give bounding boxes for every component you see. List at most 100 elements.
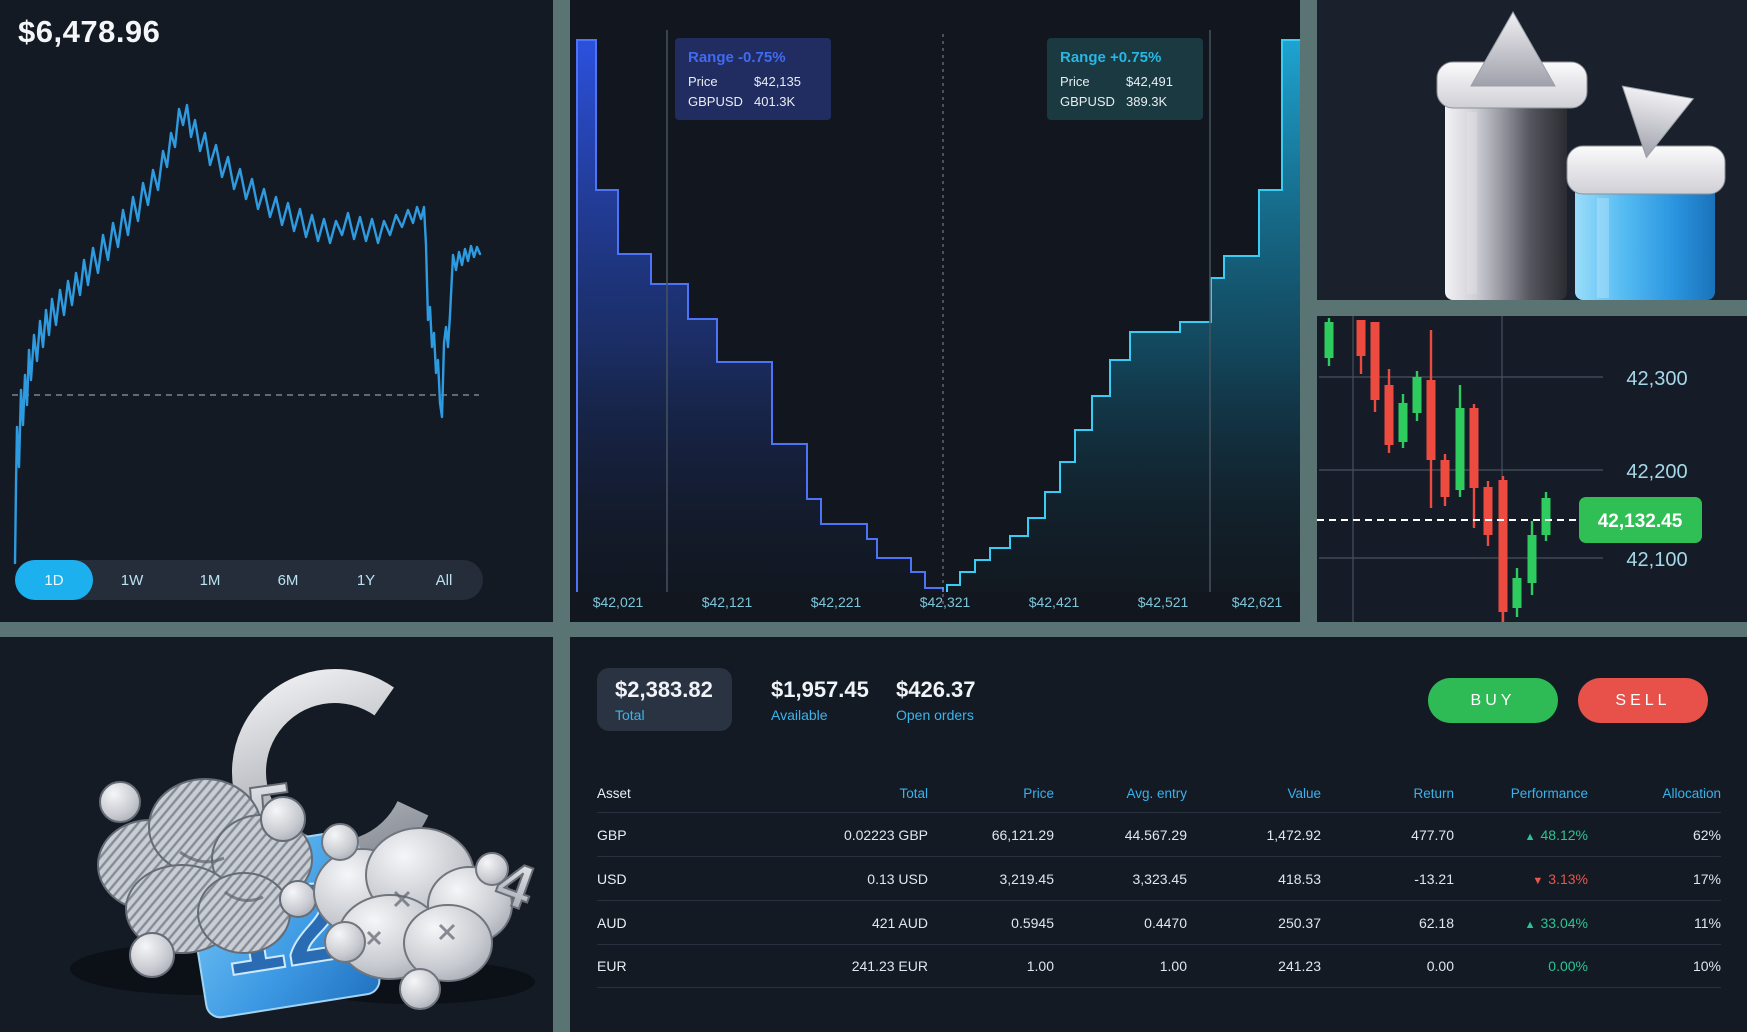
- arrow-down-icon: [1621, 85, 1695, 159]
- cell-avg-entry: 44.567.29: [1124, 826, 1187, 843]
- depth-x-label: $42,421: [1028, 594, 1080, 610]
- cell-asset: AUD: [597, 914, 627, 931]
- cell-value: 418.53: [1278, 870, 1321, 887]
- bid-depth-area: [577, 40, 943, 592]
- depth-x-axis: $42,021 $42,121 $42,221 $42,321 $42,421 $42,5…: [570, 594, 1300, 618]
- cell-performance: ▲ 33.04%: [1524, 914, 1588, 931]
- holdings-panel: $2,383.82 Total $1,957.45 Available $426.37 O…: [570, 637, 1747, 1032]
- summary-label: Open orders: [896, 707, 974, 723]
- cell-performance: ▼ 3.13%: [1532, 870, 1588, 887]
- cell-allocation: 11%: [1694, 914, 1721, 931]
- vertical-divider-right: [1300, 0, 1317, 637]
- tooltip-price-label: Price: [1060, 74, 1090, 89]
- summary-value: $2,383.82: [615, 677, 713, 702]
- tooltip-range-label: Range -0.75%: [688, 49, 786, 66]
- cell-total: 241.23 EUR: [851, 958, 928, 974]
- tooltip-price-value: $42,491: [1126, 74, 1173, 89]
- cell-total: 0.02223 GBP: [843, 826, 928, 843]
- cell-total: 0.13 USD: [867, 870, 928, 887]
- table-row-gbp[interactable]: GBP 0.02223 GBP 66,121.29 44.567.29 1,472.92…: [597, 812, 1721, 856]
- cell-price: 3,219.45: [999, 870, 1055, 887]
- tooltip-price-value: $42,135: [754, 74, 801, 89]
- cell-value: 250.37: [1278, 914, 1321, 931]
- time-range-1y[interactable]: 1Y: [356, 571, 376, 589]
- cell-asset: GBP: [597, 826, 627, 843]
- column-header[interactable]: Return: [1413, 785, 1454, 801]
- tooltip-range-label: Range +0.75%: [1060, 49, 1162, 66]
- depth-x-label: $42,221: [810, 594, 862, 610]
- column-header[interactable]: Performance: [1510, 785, 1588, 801]
- candle-body: [1469, 408, 1479, 488]
- depth-chart[interactable]: [570, 0, 1300, 622]
- bid-depth-line: [576, 39, 944, 592]
- column-header[interactable]: Avg. entry: [1126, 785, 1187, 801]
- candle-body: [1370, 322, 1380, 400]
- summary-open-orders: $426.37 Open orders: [878, 668, 994, 731]
- candle-body: [1483, 487, 1493, 535]
- current-price-tag: [1579, 497, 1702, 543]
- depth-x-label: $42,121: [701, 594, 753, 610]
- candle-body: [1398, 403, 1408, 442]
- summary-label: Total: [615, 707, 645, 723]
- buy-button[interactable]: BUY: [1428, 678, 1558, 723]
- blob-crease-lines: [179, 850, 456, 946]
- arrow-up-icon: [1470, 10, 1556, 87]
- time-range-all[interactable]: All: [435, 571, 453, 589]
- cell-avg-entry: 0.4470: [1144, 914, 1187, 931]
- tooltip-volume-value: 389.3K: [1126, 94, 1168, 109]
- horizontal-divider-main: [0, 622, 1747, 637]
- candlestick-chart[interactable]: 42,300 42,200 42,100 42,132.45: [1317, 316, 1747, 622]
- candle-body: [1384, 385, 1394, 445]
- tooltip-volume-value: 401.3K: [754, 94, 796, 109]
- depth-x-label: $42,021: [592, 594, 644, 610]
- summary-value: $1,957.45: [771, 677, 869, 702]
- time-range-1d[interactable]: 1D: [15, 560, 93, 600]
- column-header[interactable]: Total: [899, 785, 928, 801]
- striped-blob-cluster: [97, 778, 317, 978]
- balance-line-chart[interactable]: [12, 85, 484, 567]
- cell-avg-entry: 3,323.45: [1132, 870, 1188, 887]
- cell-allocation: 62%: [1692, 826, 1721, 843]
- bars-3d-illustration: [1317, 0, 1747, 300]
- cell-price: 0.5945: [1011, 914, 1054, 931]
- cell-allocation: 17%: [1692, 870, 1721, 887]
- cell-performance: ▲ 48.12%: [1524, 826, 1588, 843]
- tooltip-price-label: Price: [688, 74, 718, 89]
- column-header[interactable]: Value: [1287, 785, 1321, 801]
- column-header[interactable]: Price: [1023, 785, 1054, 801]
- table-row-eur[interactable]: EUR 241.23 EUR 1.00 1.00 241.23 0.00 0.00% 10%: [597, 944, 1721, 988]
- tooltip-pair-label: GBPUSD: [688, 94, 743, 109]
- candle-y-label: 42,200: [1626, 461, 1687, 483]
- candle-body: [1498, 480, 1508, 612]
- metal-bars-graphic: [1436, 10, 1726, 300]
- coins-numbers-graphic: 5 12: [70, 669, 545, 1019]
- cell-value: 1,472.92: [1266, 826, 1322, 843]
- table-row-usd[interactable]: USD 0.13 USD 3,219.45 3,323.45 418.53 -13.21 ▼…: [597, 856, 1721, 900]
- cell-asset: EUR: [597, 958, 627, 974]
- candle-body: [1356, 320, 1366, 356]
- summary-available: $1,957.45 Available: [753, 668, 887, 731]
- ask-depth-line: [946, 39, 1300, 592]
- depth-tooltip-bid: Range -0.75% Price $42,135 GBPUSD 401.3K: [675, 38, 831, 120]
- time-range-6m[interactable]: 6M: [277, 571, 299, 589]
- sell-button[interactable]: SELL: [1578, 678, 1708, 723]
- candle-body: [1541, 498, 1551, 535]
- cell-return: 62.18: [1418, 914, 1454, 931]
- cell-asset: USD: [597, 870, 627, 887]
- cell-avg-entry: 1.00: [1159, 958, 1187, 974]
- cell-return: 477.70: [1411, 826, 1454, 843]
- table-row-aud[interactable]: AUD 421 AUD 0.5945 0.4470 250.37 62.18 ▲ 33.04%…: [597, 900, 1721, 944]
- time-range-1w[interactable]: 1W: [120, 571, 144, 589]
- triangle-down-icon: ▼: [1532, 874, 1544, 887]
- silver-bar-up: [1436, 10, 1588, 300]
- column-header[interactable]: Asset: [597, 785, 631, 801]
- time-range-1m[interactable]: 1M: [199, 571, 221, 589]
- column-header[interactable]: Allocation: [1662, 785, 1721, 801]
- triangle-up-icon: ▲: [1524, 918, 1536, 931]
- cell-performance: 0.00%: [1548, 958, 1588, 974]
- candle-y-label: 42,100: [1626, 549, 1687, 571]
- holdings-table: Asset Total Price Avg. entry Value Return Perf…: [597, 774, 1721, 988]
- summary-label: Available: [771, 707, 828, 723]
- summary-value: $426.37: [896, 677, 976, 702]
